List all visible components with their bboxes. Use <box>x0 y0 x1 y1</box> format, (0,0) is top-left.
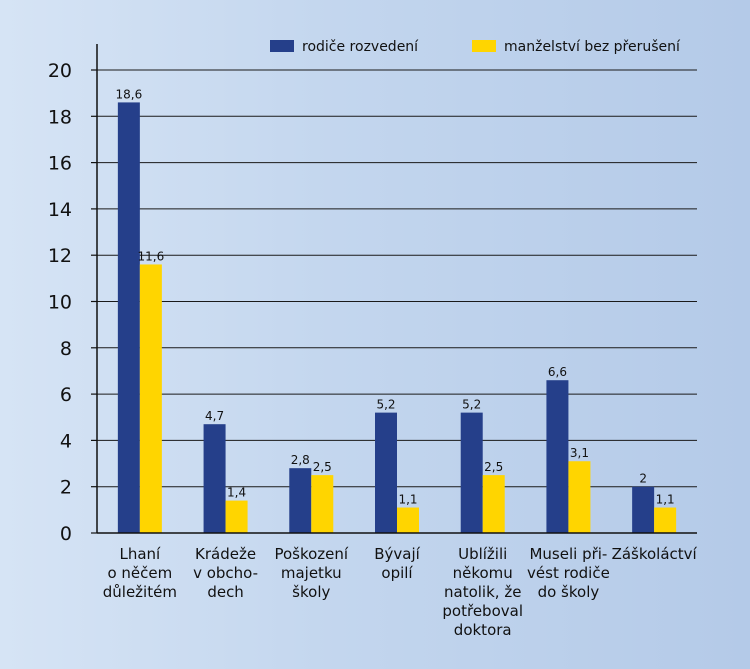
legend-swatch-1 <box>472 40 496 52</box>
data-label-series-1-cat-1: 1,4 <box>227 486 246 500</box>
bar-series-0-cat-6 <box>632 486 655 533</box>
y-tick-label-4: 4 <box>60 430 72 452</box>
data-label-series-0-cat-5: 6,6 <box>548 365 567 379</box>
category-label-line: do školy <box>538 583 600 601</box>
y-tick-labels: 0 2 4 6 8 10 12 14 16 18 20 <box>48 60 72 545</box>
data-label-series-1-cat-5: 3,1 <box>570 446 589 460</box>
data-label-series-1-cat-0: 11,6 <box>137 249 164 263</box>
category-label-line: potřeboval <box>442 602 523 620</box>
category-label-2: Poškození majetku školy <box>274 545 348 601</box>
bar-series-0-cat-0 <box>117 102 140 533</box>
bar-series-1-cat-4 <box>482 475 505 533</box>
data-label-series-1-cat-6: 1,1 <box>656 493 675 507</box>
y-tick-label-18: 18 <box>48 106 72 128</box>
y-tick-label-20: 20 <box>48 60 72 82</box>
bar-series-1-cat-6 <box>654 507 677 533</box>
category-label-5: Museli při-vést rodiče do školy <box>527 545 610 601</box>
category-label-line: Museli při- <box>529 545 607 563</box>
legend-label-1: manželství bez přerušení <box>504 39 681 55</box>
bar-series-0-cat-1 <box>203 424 226 533</box>
y-tick-label-10: 10 <box>48 292 72 314</box>
category-label-line: o něčem <box>107 564 172 582</box>
category-labels: Lhaní o něčem důležitém Krádeže v obcho-dech… <box>103 545 698 639</box>
y-tick-label-8: 8 <box>60 338 72 360</box>
y-tick-label-12: 12 <box>48 245 72 267</box>
data-label-series-1-cat-2: 2,5 <box>313 460 332 474</box>
data-label-series-1-cat-4: 2,5 <box>484 460 503 474</box>
bar-series-0-cat-3 <box>375 412 397 533</box>
category-label-line: natolik, že <box>444 583 521 601</box>
category-label-line: školy <box>292 583 330 601</box>
legend: rodiče rozvedení manželství bez přerušení <box>270 39 681 55</box>
category-label-line: Ublížili <box>458 545 507 563</box>
data-label-series-0-cat-4: 5,2 <box>462 398 481 412</box>
y-tick-label-2: 2 <box>60 477 72 499</box>
category-label-6: Záškoláctví <box>612 545 698 563</box>
data-label-series-1-cat-3: 1,1 <box>398 493 417 507</box>
y-tick-label-16: 16 <box>48 153 72 175</box>
category-label-line: v obcho- <box>193 564 258 582</box>
legend-label-0: rodiče rozvedení <box>302 39 419 55</box>
category-label-1: Krádeže v obcho-dech <box>193 545 258 601</box>
category-label-3: Bývají opilí <box>374 545 420 582</box>
bar-series-1-cat-3 <box>397 507 419 533</box>
category-label-line: důležitém <box>103 583 177 601</box>
bar-series-0-cat-4 <box>460 412 483 533</box>
category-label-line: Bývají <box>374 545 420 563</box>
data-labels: 18,611,64,71,42,8 2,55,21,15,22,56,63,121… <box>115 87 674 506</box>
axes <box>96 44 697 534</box>
category-label-line: Krádeže <box>195 545 256 563</box>
category-label-line: Záškoláctví <box>612 545 698 563</box>
legend-swatch-0 <box>270 40 294 52</box>
gridlines <box>91 69 697 534</box>
category-label-line: Lhaní <box>119 545 161 563</box>
category-label-line: majetku <box>281 564 342 582</box>
y-tick-label-14: 14 <box>48 199 72 221</box>
bar-series-1-cat-0 <box>139 264 162 533</box>
bar-series-0-cat-2 <box>289 468 312 533</box>
category-label-line: opilí <box>381 564 413 582</box>
bar-series-1-cat-2 <box>311 475 334 533</box>
y-tick-label-6: 6 <box>60 384 72 406</box>
data-label-series-0-cat-2: 2,8 <box>291 453 310 467</box>
y-tick-label-0: 0 <box>60 523 72 545</box>
data-label-series-0-cat-3: 5,2 <box>376 398 395 412</box>
category-label-line: doktora <box>454 621 512 639</box>
bar-series-1-cat-5 <box>568 461 591 533</box>
category-label-line: někomu <box>453 564 513 582</box>
bar-series-1-cat-1 <box>225 500 248 533</box>
data-label-series-0-cat-1: 4,7 <box>205 409 224 423</box>
category-label-4: Ublížili někomu natolik, že potřeboval dokto… <box>442 545 523 639</box>
category-label-line: Poškození <box>274 545 348 563</box>
category-label-line: vést rodiče <box>527 564 610 582</box>
bar-series-0-cat-5 <box>546 380 569 533</box>
data-label-series-0-cat-6: 2 <box>639 472 647 486</box>
category-label-0: Lhaní o něčem důležitém <box>103 545 177 601</box>
category-label-line: dech <box>207 583 244 601</box>
data-label-series-0-cat-0: 18,6 <box>115 87 142 101</box>
bars <box>117 102 677 533</box>
